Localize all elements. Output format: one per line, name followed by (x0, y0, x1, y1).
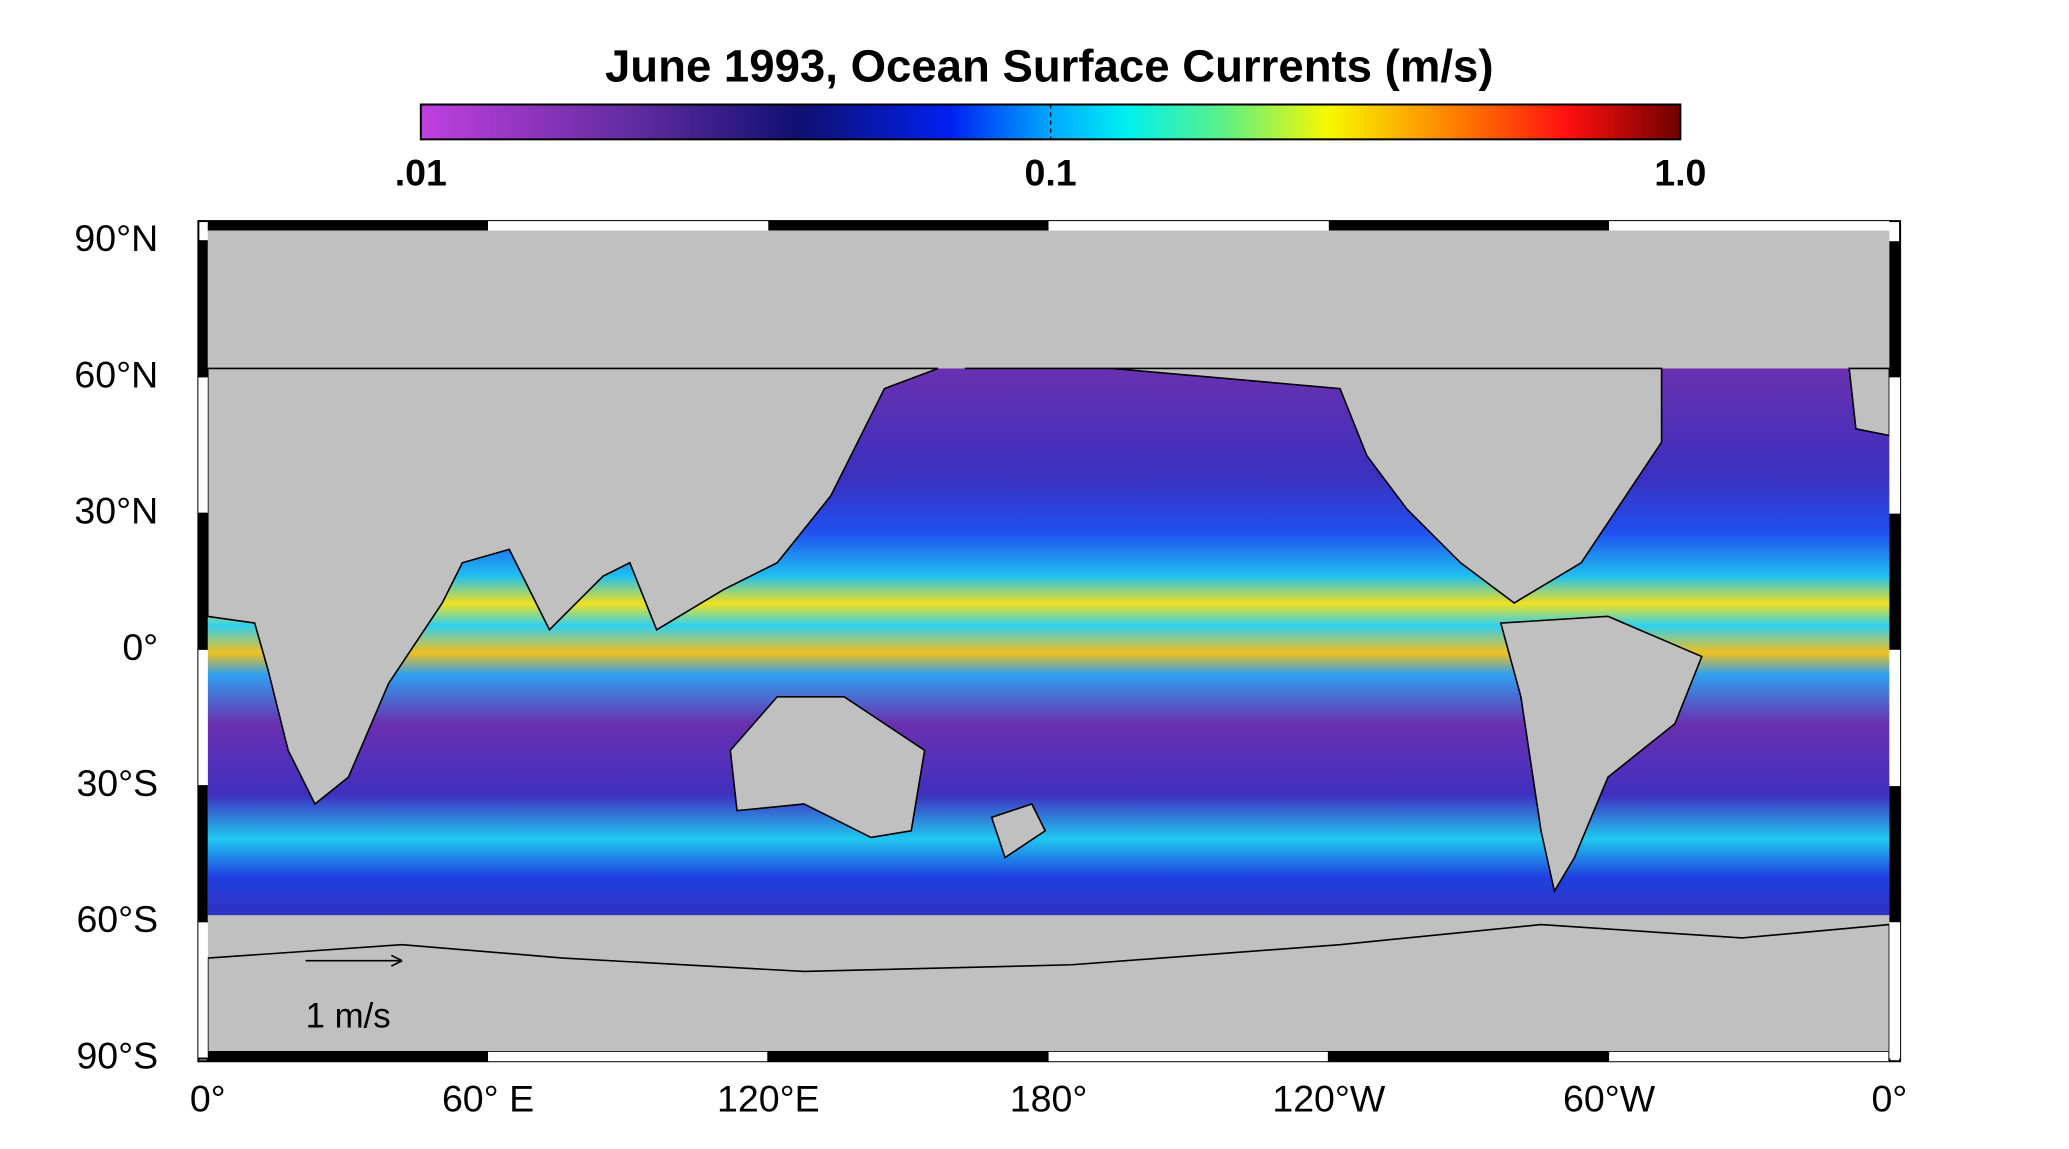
colorbar-tick-label: .01 (395, 151, 447, 193)
colorbar-tick-label: 1.0 (1654, 151, 1706, 193)
frame-band (768, 1051, 1049, 1062)
frame-band (1609, 221, 1890, 231)
frame-band (198, 649, 208, 787)
y-tick-label: 90°S (76, 1034, 158, 1076)
frame-band (198, 513, 208, 650)
colorbar-tick-label: 0.1 (1025, 151, 1077, 193)
title: June 1993, Ocean Surface Currents (m/s) (605, 41, 1494, 92)
frame-band (1889, 377, 1901, 514)
y-tick-label: 30°S (76, 762, 158, 804)
frame-band (488, 1051, 769, 1062)
frame-band (1048, 1051, 1329, 1062)
frame-band (1328, 221, 1610, 231)
frame-band (1889, 649, 1901, 787)
frame-band (1889, 922, 1901, 1059)
frame-band (768, 221, 1049, 231)
y-tick-label: 60°S (76, 898, 158, 940)
frame-band (198, 241, 208, 378)
frame-band (207, 1051, 489, 1062)
y-tick-label: 30°N (74, 490, 158, 532)
x-tick-label: 60°W (1563, 1077, 1656, 1119)
frame-band (488, 221, 769, 231)
frame-band (1889, 786, 1901, 923)
frame-band (1328, 1051, 1610, 1062)
frame-band (198, 922, 208, 1059)
x-tick-label: 0° (190, 1077, 226, 1119)
x-tick-label: 120°E (717, 1077, 820, 1119)
frame-band (1609, 1051, 1890, 1062)
frame-band (207, 221, 489, 231)
y-tick-label: 0° (122, 626, 158, 668)
frame-band (198, 786, 208, 923)
frame-band (1889, 241, 1901, 378)
y-tick-label: 60°N (74, 353, 158, 395)
frame-band (1048, 221, 1329, 231)
scale-label: 1 m/s (306, 997, 391, 1036)
frame-band (198, 377, 208, 514)
x-tick-label: 180° (1010, 1077, 1088, 1119)
scale-arrow (305, 954, 403, 967)
x-tick-label: 0° (1871, 1077, 1907, 1119)
x-tick-label: 60° E (442, 1077, 534, 1119)
y-tick-label: 90°N (74, 217, 158, 259)
x-tick-label: 120°W (1272, 1077, 1386, 1119)
map: 1 m/s (197, 220, 1902, 1063)
frame-band (1889, 513, 1901, 650)
continents (206, 367, 1891, 1053)
